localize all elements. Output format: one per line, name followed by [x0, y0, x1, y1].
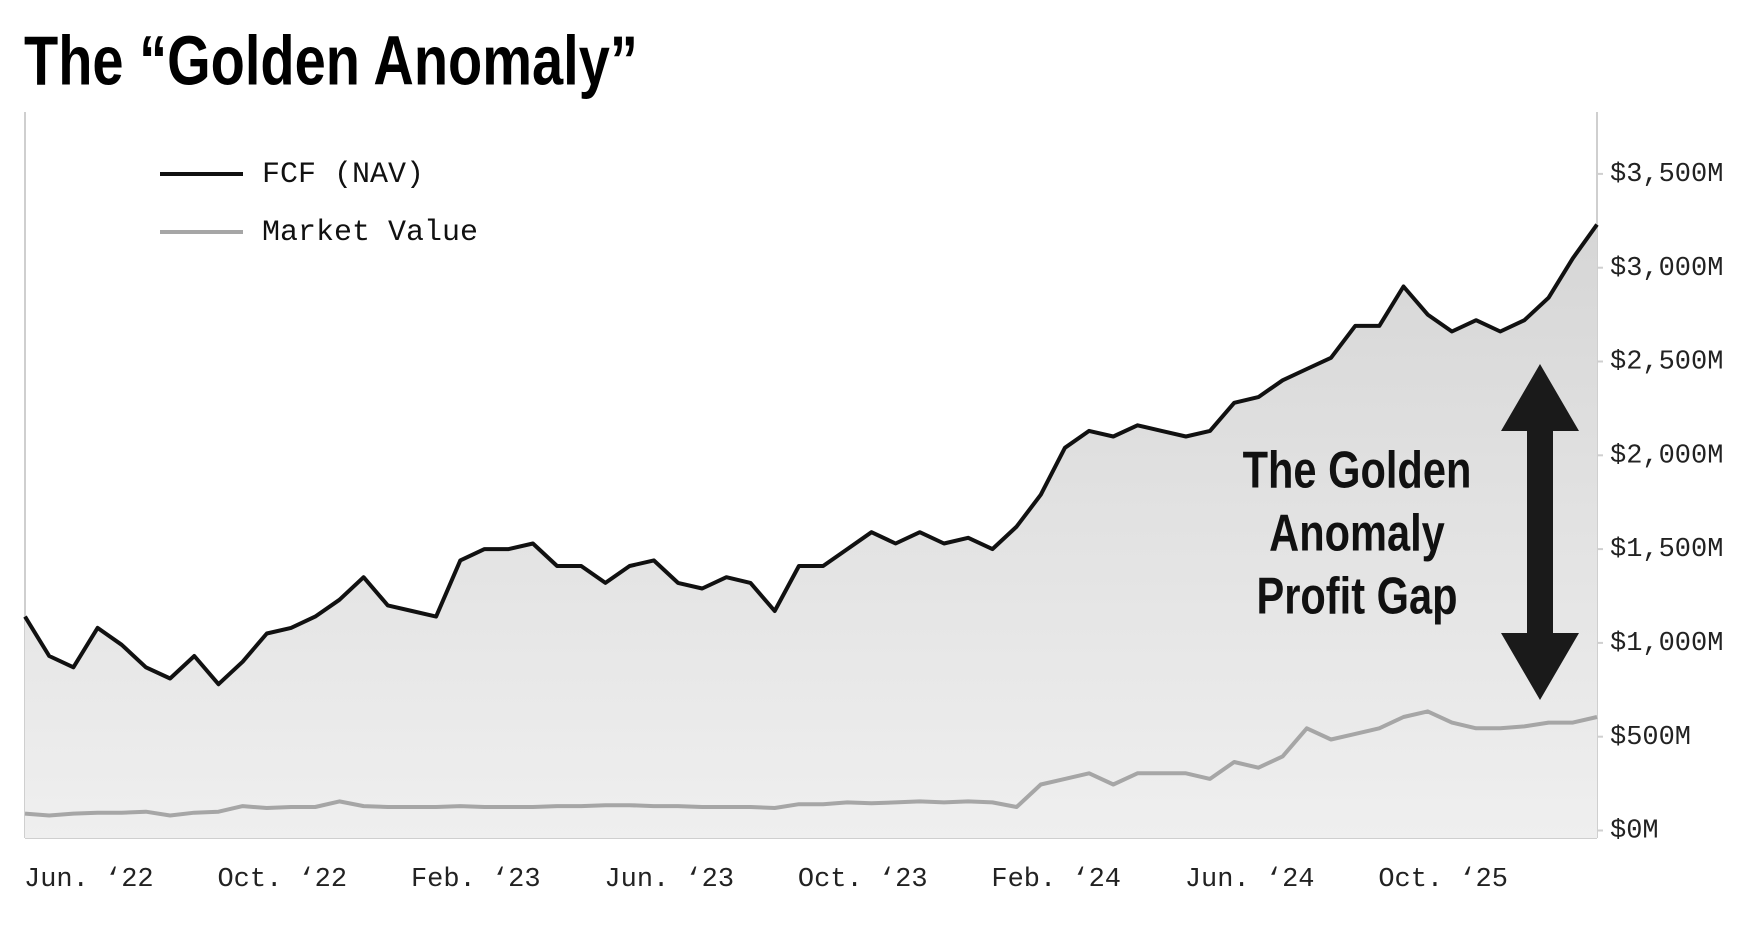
chart-title: The “Golden Anomaly”: [24, 23, 638, 100]
y-tick-label: $0M: [1610, 817, 1659, 847]
plot-area: $0M $500M $1,000M $1,500M $2,000M $2,500M $3,0…: [23, 112, 1723, 895]
x-tick-label: Feb. ‘24: [991, 865, 1121, 895]
series-line: [23, 223, 1599, 687]
gap-arrow: [1501, 364, 1579, 700]
x-tick-label: Feb. ‘23: [411, 865, 541, 895]
x-tick-label: Oct. ‘23: [798, 865, 928, 895]
annotation-text: The Golden: [1243, 440, 1472, 499]
y-tick-label: $1,500M: [1610, 535, 1723, 565]
y-tick-label: $500M: [1610, 723, 1691, 753]
x-tick-label: Oct. ‘22: [217, 865, 347, 895]
y-tick-label: $2,500M: [1610, 348, 1723, 378]
y-tick-label: $1,000M: [1610, 629, 1723, 659]
y-tick-label: $3,000M: [1610, 254, 1723, 284]
area: [25, 224, 1597, 839]
y-tick-label: $3,500M: [1610, 160, 1723, 190]
y-tick-label: $2,000M: [1610, 441, 1723, 471]
annotation-text: Anomaly: [1269, 503, 1445, 562]
x-tick-label: Jun. ‘23: [604, 865, 734, 895]
x-tick-label: Jun. ‘22: [24, 865, 154, 895]
legend-label: Market Value: [262, 216, 478, 250]
series-line: [24, 709, 1598, 818]
x-tick-label: Jun. ‘24: [1185, 865, 1315, 895]
x-tick-label: Oct. ‘25: [1378, 865, 1508, 895]
legend-label: FCF (NAV): [262, 158, 424, 192]
annotation-text: Profit Gap: [1256, 566, 1457, 625]
